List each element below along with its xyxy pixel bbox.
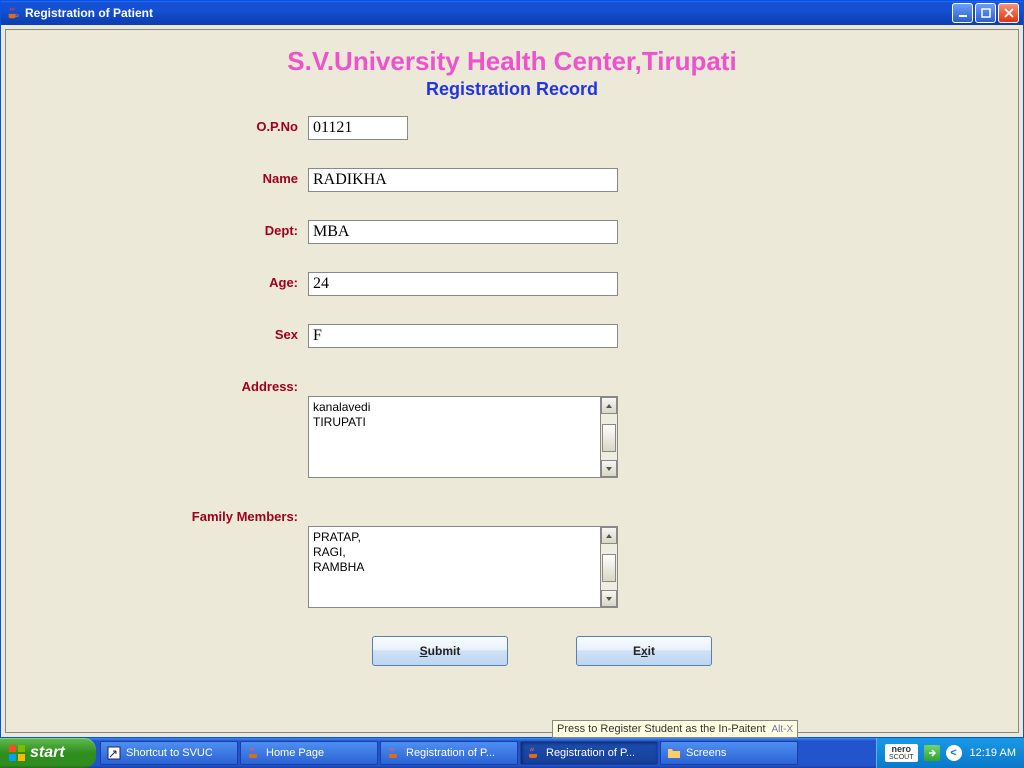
tray-arrow-icon[interactable] <box>924 745 940 761</box>
scroll-thumb[interactable] <box>602 554 616 582</box>
taskbar-item[interactable]: Home Page <box>240 741 378 765</box>
clock: 12:19 AM <box>970 747 1016 759</box>
window-title: Registration of Patient <box>25 6 952 20</box>
tooltip-shortcut: Alt-X <box>772 724 794 735</box>
tooltip-text: Press to Register Student as the In-Pait… <box>557 723 766 735</box>
windows-logo-icon <box>8 744 26 762</box>
taskbar-items: Shortcut to SVUC Home Page Registration … <box>96 738 876 768</box>
exit-button[interactable]: Exit <box>576 636 712 666</box>
maximize-button[interactable] <box>975 3 996 23</box>
scrollbar-family[interactable] <box>600 527 617 607</box>
start-button[interactable]: start <box>0 738 96 768</box>
input-sex[interactable] <box>308 324 618 348</box>
page-title: S.V.University Health Center,Tirupati <box>18 46 1006 77</box>
label-sex: Sex <box>18 324 308 342</box>
nero-badge[interactable]: nero SCOUT <box>885 744 918 762</box>
textarea-family-text[interactable]: PRATAP, RAGI, RAMBHA <box>309 527 600 607</box>
submit-label-rest: ubmit <box>428 644 461 658</box>
input-age[interactable] <box>308 272 618 296</box>
shortcut-icon <box>107 746 121 760</box>
client-area: S.V.University Health Center,Tirupati Re… <box>5 29 1019 733</box>
label-family: Family Members: <box>18 506 308 524</box>
scroll-up-icon[interactable] <box>601 527 617 544</box>
java-icon <box>527 746 541 760</box>
input-opno[interactable] <box>308 116 408 140</box>
label-dept: Dept: <box>18 220 308 238</box>
input-name[interactable] <box>308 168 618 192</box>
textarea-address-text[interactable]: kanalavedi TIRUPATI <box>309 397 600 477</box>
minimize-button[interactable] <box>952 3 973 23</box>
java-icon <box>387 746 401 760</box>
taskbar: start Shortcut to SVUC Home Page Registr… <box>0 738 1024 768</box>
folder-icon <box>667 746 681 760</box>
scroll-thumb[interactable] <box>602 424 616 452</box>
system-tray: nero SCOUT < 12:19 AM <box>876 738 1024 768</box>
start-label: start <box>30 744 65 762</box>
scroll-down-icon[interactable] <box>601 460 617 477</box>
scroll-down-icon[interactable] <box>601 590 617 607</box>
taskbar-item[interactable]: Screens <box>660 741 798 765</box>
label-name: Name <box>18 168 308 186</box>
taskbar-item[interactable]: Shortcut to SVUC <box>100 741 238 765</box>
app-window: Registration of Patient S.V.University H… <box>0 0 1024 738</box>
label-opno: O.P.No <box>18 116 308 134</box>
label-address: Address: <box>18 376 308 394</box>
scrollbar-address[interactable] <box>600 397 617 477</box>
close-button[interactable] <box>998 3 1019 23</box>
input-dept[interactable] <box>308 220 618 244</box>
java-icon <box>247 746 261 760</box>
tray-hide-icon[interactable]: < <box>946 745 962 761</box>
taskbar-item[interactable]: Registration of P... <box>380 741 518 765</box>
java-icon <box>5 5 21 21</box>
titlebar[interactable]: Registration of Patient <box>1 1 1023 25</box>
label-age: Age: <box>18 272 308 290</box>
textarea-address[interactable]: kanalavedi TIRUPATI <box>308 396 618 478</box>
taskbar-item[interactable]: Registration of P... <box>520 741 658 765</box>
scroll-up-icon[interactable] <box>601 397 617 414</box>
tooltip: Press to Register Student as the In-Pait… <box>552 720 798 738</box>
page-subtitle: Registration Record <box>18 79 1006 100</box>
submit-button[interactable]: Submit <box>372 636 508 666</box>
textarea-family[interactable]: PRATAP, RAGI, RAMBHA <box>308 526 618 608</box>
